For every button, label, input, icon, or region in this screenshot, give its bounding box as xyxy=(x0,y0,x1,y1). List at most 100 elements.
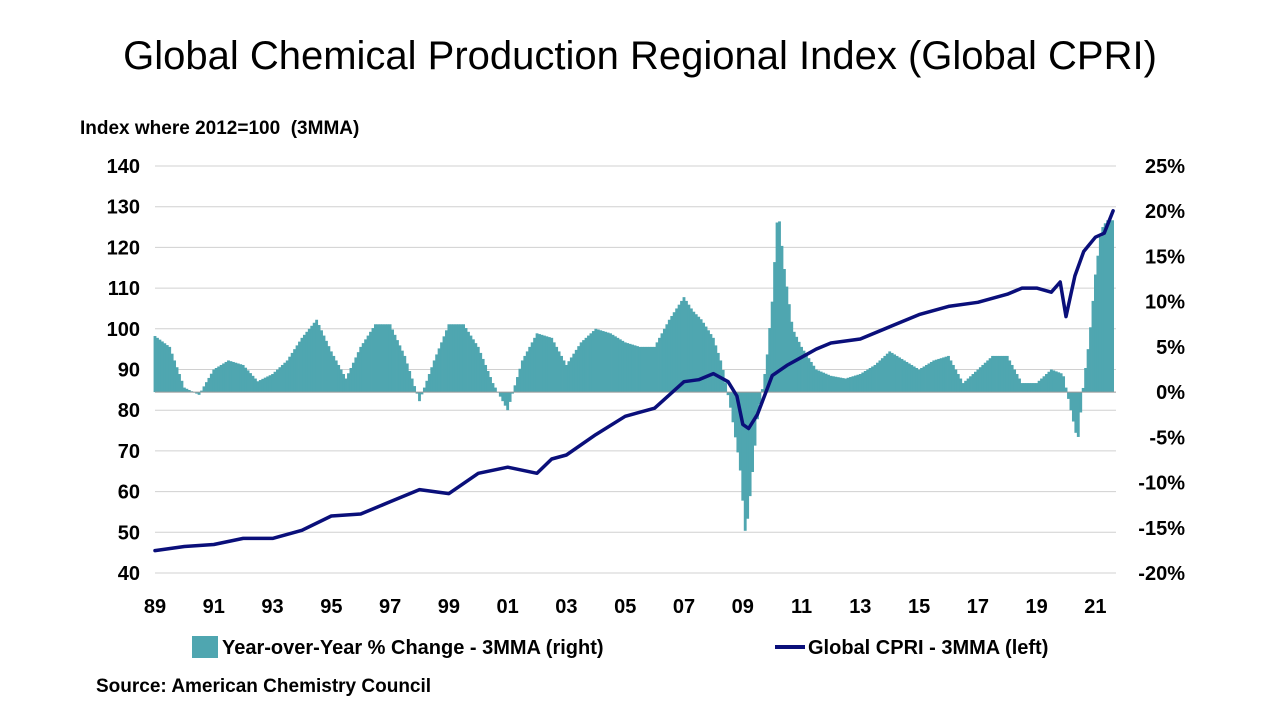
yoy-bar xyxy=(1106,220,1110,393)
yoy-bar xyxy=(430,367,434,393)
yoy-bar xyxy=(885,353,889,393)
yoy-bar xyxy=(452,324,456,393)
yoy-bar xyxy=(1015,374,1019,393)
yoy-bar xyxy=(851,376,855,393)
yoy-bar xyxy=(1086,349,1090,393)
yoy-bar xyxy=(991,355,994,393)
yoy-bar xyxy=(266,376,270,393)
yoy-bar xyxy=(160,341,164,393)
left-tick-label: 60 xyxy=(118,482,140,504)
yoy-bar xyxy=(518,368,522,393)
yoy-bar xyxy=(589,333,593,393)
legend-label-bars: Year-over-Year % Change - 3MMA (right) xyxy=(222,637,604,659)
yoy-bar xyxy=(246,370,250,393)
yoy-bar xyxy=(413,386,417,393)
left-tick-label: 80 xyxy=(118,400,140,422)
yoy-bar xyxy=(415,392,419,394)
yoy-bar xyxy=(702,322,706,393)
yoy-bar xyxy=(682,297,686,393)
yoy-bar xyxy=(758,392,762,405)
yoy-bar xyxy=(1005,355,1009,393)
yoy-bar xyxy=(618,339,622,393)
yoy-bar xyxy=(934,359,938,393)
yoy-bar xyxy=(344,378,348,393)
yoy-bar xyxy=(704,326,708,393)
yoy-bar xyxy=(978,367,982,393)
cpri-line-path xyxy=(153,209,1115,553)
yoy-bar xyxy=(609,333,612,393)
right-tick-label: 10% xyxy=(1145,292,1185,314)
yoy-bar xyxy=(621,340,625,393)
yoy-bar xyxy=(1071,392,1075,422)
yoy-bar xyxy=(844,378,848,393)
yoy-bar xyxy=(474,343,478,393)
yoy-bar xyxy=(1069,392,1073,411)
yoy-bar xyxy=(405,363,409,393)
x-tick-label: 95 xyxy=(320,596,342,618)
yoy-bar xyxy=(770,301,774,393)
yoy-bar xyxy=(780,245,784,393)
yoy-bar xyxy=(351,362,355,393)
x-tick-label: 11 xyxy=(791,596,812,618)
yoy-bar xyxy=(596,329,600,393)
yoy-bar xyxy=(1074,392,1078,433)
yoy-bar xyxy=(942,357,946,393)
yoy-bar xyxy=(949,360,953,393)
yoy-bar xyxy=(662,328,666,393)
yoy-bar xyxy=(503,392,507,406)
yoy-bar xyxy=(393,334,397,393)
yoy-bar xyxy=(378,324,382,393)
yoy-bar xyxy=(1003,355,1007,393)
yoy-bar xyxy=(802,350,806,393)
yoy-bar xyxy=(337,364,341,393)
yoy-bar xyxy=(459,324,463,393)
yoy-bar xyxy=(425,380,429,393)
yoy-bar xyxy=(185,388,189,393)
yoy-bar xyxy=(670,315,674,393)
yoy-bar xyxy=(817,370,821,393)
yoy-bar xyxy=(464,328,468,393)
yoy-bar xyxy=(1081,387,1085,393)
yoy-bar xyxy=(540,334,544,393)
yoy-bar xyxy=(687,304,691,393)
yoy-bar xyxy=(530,342,534,393)
yoy-bar xyxy=(922,366,926,393)
yoy-bar xyxy=(511,392,514,394)
yoy-bar xyxy=(489,377,492,393)
yoy-bar xyxy=(741,392,745,501)
yoy-bar xyxy=(800,346,803,393)
x-tick-label: 91 xyxy=(203,596,225,618)
yoy-bar xyxy=(562,360,566,393)
yoy-bar xyxy=(785,286,789,393)
cpri-line xyxy=(153,209,1115,553)
yoy-bar xyxy=(182,387,186,393)
yoy-bar xyxy=(302,334,306,393)
yoy-bar xyxy=(638,346,642,393)
yoy-bar xyxy=(1022,383,1026,393)
yoy-bar xyxy=(685,300,688,393)
yoy-bar xyxy=(819,371,823,393)
yoy-bar xyxy=(516,377,519,393)
yoy-bar xyxy=(467,331,470,393)
yoy-bar xyxy=(1079,392,1083,413)
yoy-bar xyxy=(251,375,255,393)
yoy-bar xyxy=(552,342,556,393)
yoy-bar xyxy=(760,389,764,393)
yoy-bar xyxy=(256,381,260,393)
yoy-bar xyxy=(890,352,894,393)
yoy-bar xyxy=(594,328,598,393)
yoy-bar xyxy=(604,331,608,393)
yoy-bar xyxy=(506,392,510,411)
yoy-bar xyxy=(567,361,571,393)
yoy-bar xyxy=(1096,255,1100,393)
yoy-bar xyxy=(205,382,208,393)
yoy-bar xyxy=(807,358,811,393)
yoy-bar xyxy=(738,392,742,471)
left-tick-label: 100 xyxy=(107,319,140,341)
yoy-bar xyxy=(249,373,252,393)
yoy-bar xyxy=(400,350,404,393)
yoy-bar xyxy=(756,392,759,420)
yoy-bar xyxy=(748,392,752,497)
yoy-bar xyxy=(1103,223,1107,393)
yoy-bar xyxy=(917,369,921,393)
